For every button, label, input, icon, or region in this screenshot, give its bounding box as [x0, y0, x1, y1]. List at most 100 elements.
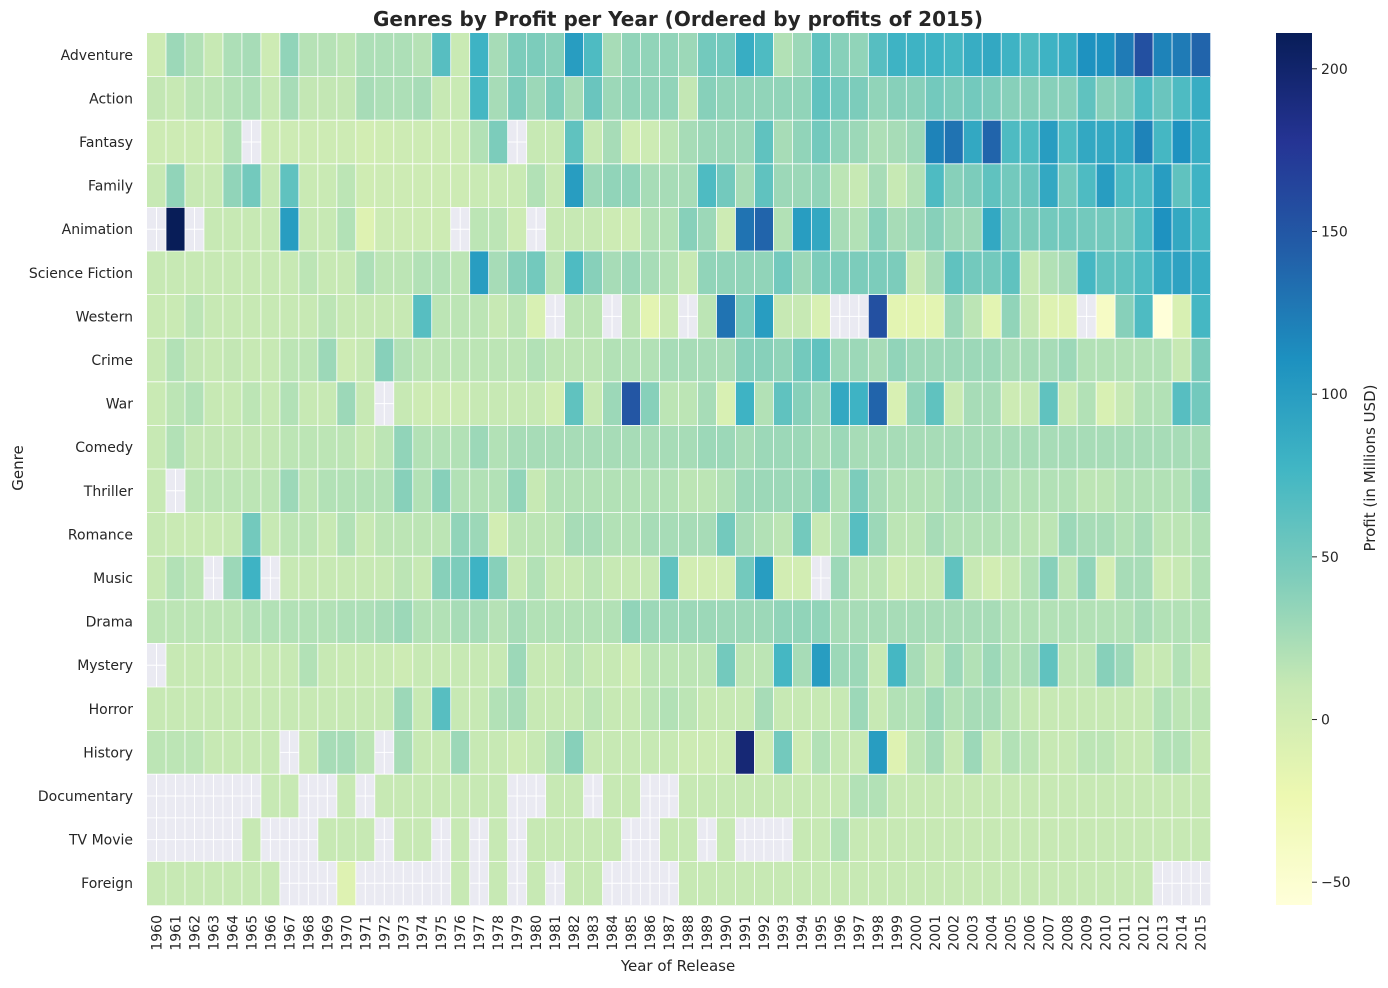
heatmap-cell-romance-1970: [336, 512, 357, 557]
heatmap-cell-science-fiction-1992: [754, 251, 774, 295]
heatmap-cell-romance-2006: [1020, 512, 1040, 557]
heatmap-cell-animation-1997: [849, 207, 869, 252]
heatmap-cell-western-2007: [1039, 294, 1059, 339]
heatmap-cell-music-1984: [602, 556, 622, 601]
heatmap-cell-animation-1965: [241, 207, 262, 252]
heatmap-cell-romance-1963: [203, 512, 224, 557]
heatmap-cell-western-1992: [754, 294, 774, 339]
heatmap-cell-animation-1993: [773, 207, 793, 252]
heatmap-cell-family-1978: [488, 163, 508, 208]
heatmap-cell-drama-1962: [184, 599, 205, 644]
heatmap-cell-crime-2001: [925, 338, 945, 383]
heatmap-cell-fantasy-2005: [1001, 120, 1021, 165]
heatmap-cell-horror-1984: [602, 687, 622, 731]
heatmap-cell-fantasy-1991: [735, 120, 755, 165]
heatmap-cell-science-fiction-1989: [697, 251, 717, 295]
heatmap-cell-animation-1989: [697, 207, 717, 252]
heatmap-cell-action-2011: [1115, 76, 1135, 121]
heatmap-cell-animation-1960-missing: [147, 207, 167, 252]
heatmap-cell-documentary-1964-missing: [222, 774, 243, 819]
heatmap-cell-war-1995: [811, 381, 831, 426]
heatmap-cell-war-1967: [279, 381, 300, 426]
heatmap-cell-thriller-2006: [1020, 469, 1040, 513]
heatmap-cell-romance-1965: [241, 512, 262, 557]
heatmap-cell-science-fiction-1987: [659, 251, 679, 295]
heatmap-cell-western-1987: [659, 294, 679, 339]
heatmap-cell-family-1981: [545, 163, 565, 208]
heatmap-cell-western-1989: [697, 294, 717, 339]
heatmap-cell-war-1989: [697, 381, 717, 426]
heatmap-cell-music-1964: [222, 556, 243, 601]
heatmap-cell-crime-1979: [507, 338, 527, 383]
heatmap-cell-fantasy-2001: [925, 120, 945, 165]
heatmap-cell-animation-1972: [374, 207, 395, 252]
heatmap-cell-music-1961: [165, 556, 186, 601]
heatmap-cell-documentary-2014: [1172, 774, 1192, 819]
heatmap-cell-animation-2006: [1020, 207, 1040, 252]
heatmap-cell-tv-movie-1962-missing: [184, 817, 205, 862]
heatmap-cell-war-1993: [773, 381, 793, 426]
heatmap-cell-history-2006: [1020, 730, 1040, 775]
heatmap-cell-western-2010: [1096, 294, 1116, 339]
heatmap-cell-crime-1986: [640, 338, 660, 383]
heatmap-cell-crime-2014: [1172, 338, 1192, 383]
heatmap-cell-horror-2011: [1115, 687, 1135, 731]
heatmap-cell-drama-2000: [906, 599, 926, 644]
heatmap-cell-western-1988-missing: [678, 294, 698, 339]
heatmap-cell-music-1991: [735, 556, 755, 601]
x-tick-label: 1998: [871, 915, 887, 951]
heatmap-cell-tv-movie-1972-missing: [374, 817, 395, 862]
heatmap-cell-war-1983: [583, 381, 603, 426]
heatmap-cell-fantasy-1972: [374, 120, 395, 165]
heatmap-cell-war-1980: [526, 381, 546, 426]
heatmap-cell-war-1977: [469, 381, 489, 426]
heatmap-cell-animation-2013: [1153, 207, 1173, 252]
heatmap-cell-drama-1967: [279, 599, 300, 644]
heatmap-cell-adventure-1970: [336, 33, 357, 77]
heatmap-cell-tv-movie-2013: [1153, 817, 1173, 862]
heatmap-cell-crime-2004: [982, 338, 1002, 383]
heatmap-cell-crime-1988: [678, 338, 698, 383]
heatmap-cell-horror-1983: [583, 687, 603, 731]
heatmap-cell-drama-2004: [982, 599, 1002, 644]
heatmap-cell-history-1992: [754, 730, 774, 775]
heatmap-cell-romance-2000: [906, 512, 926, 557]
heatmap-cell-history-1966: [260, 730, 281, 775]
heatmap-cell-family-1964: [222, 163, 243, 208]
heatmap-cell-crime-1980: [526, 338, 546, 383]
heatmap-cell-fantasy-1994: [792, 120, 812, 165]
heatmap-cell-documentary-1971-missing: [355, 774, 376, 819]
heatmap-cell-music-2010: [1096, 556, 1116, 601]
x-tick-label: 1963: [206, 915, 222, 951]
heatmap-cell-science-fiction-1998: [868, 251, 888, 295]
heatmap-cell-action-2007: [1039, 76, 1059, 121]
heatmap-cell-war-2005: [1001, 381, 1021, 426]
heatmap-cell-drama-1987: [659, 599, 679, 644]
heatmap-cell-tv-movie-1960-missing: [147, 817, 167, 862]
heatmap-cell-adventure-2011: [1115, 33, 1135, 77]
heatmap-cell-family-1988: [678, 163, 698, 208]
heatmap-cell-horror-2004: [982, 687, 1002, 731]
heatmap-cell-foreign-2001: [925, 861, 945, 906]
heatmap-cell-history-1976: [450, 730, 470, 775]
heatmap-cell-action-2015: [1191, 76, 1211, 121]
heatmap-cell-adventure-1960: [147, 33, 167, 77]
heatmap-cell-crime-1982: [564, 338, 584, 383]
heatmap-cell-fantasy-1984: [602, 120, 622, 165]
heatmap-cell-mystery-1967: [279, 643, 300, 688]
heatmap-cell-tv-movie-1979-missing: [507, 817, 527, 862]
heatmap-cell-animation-1988: [678, 207, 698, 252]
heatmap-cell-action-1965: [241, 76, 262, 121]
heatmap-cell-war-1970: [336, 381, 357, 426]
heatmap-cell-mystery-1977: [469, 643, 489, 688]
x-tick-label: 1967: [282, 915, 298, 951]
heatmap-cell-science-fiction-1961: [165, 251, 186, 295]
heatmap-cell-adventure-1992: [754, 33, 774, 77]
heatmap-cell-fantasy-1960: [147, 120, 167, 165]
heatmap-cell-mystery-1982: [564, 643, 584, 688]
heatmap-cell-science-fiction-1968: [298, 251, 319, 295]
heatmap-cell-comedy-1988: [678, 425, 698, 470]
x-tick-labels: 1960 1961 1962 1963 1964 1965 1966 1967 1968 1969…: [149, 915, 1209, 951]
heatmap-cell-thriller-2000: [906, 469, 926, 513]
heatmap-cell-science-fiction-1994: [792, 251, 812, 295]
